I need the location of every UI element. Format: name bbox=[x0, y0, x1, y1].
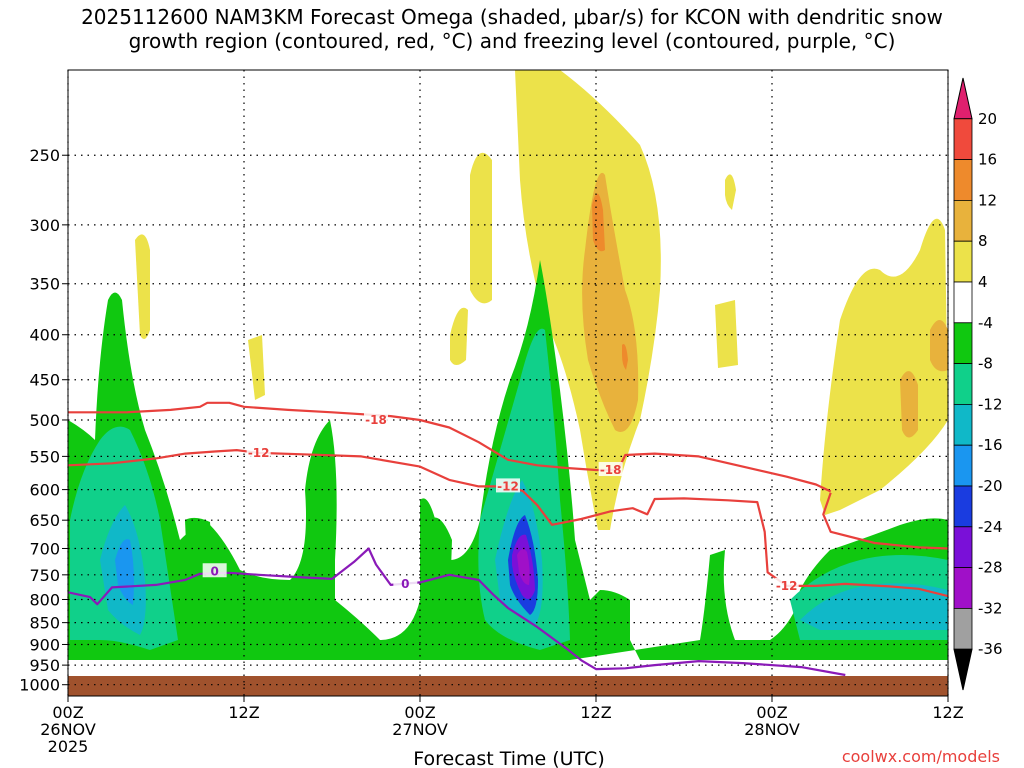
y-tick-label: 650 bbox=[29, 511, 60, 530]
y-tick-label: 250 bbox=[29, 146, 60, 165]
omega-positive-area bbox=[470, 152, 492, 304]
contour-line--18 bbox=[68, 401, 832, 493]
contour-line--12b bbox=[822, 492, 948, 550]
colorbar-label: -24 bbox=[978, 518, 1003, 536]
contour-label: -18 bbox=[600, 463, 622, 477]
chart-title-line-2: growth region (contoured, red, °C) and f… bbox=[128, 29, 896, 53]
colorbar-label: -12 bbox=[978, 395, 1003, 413]
y-tick-label: 900 bbox=[29, 635, 60, 654]
omega-positive-area bbox=[725, 174, 736, 210]
x-tick-label: 12Z bbox=[580, 703, 611, 722]
x-tick-label: 00Z bbox=[404, 703, 435, 722]
colorbar-label: -36 bbox=[978, 640, 1003, 658]
chart-title-line-1: 2025112600 NAM3KM Forecast Omega (shaded… bbox=[81, 5, 943, 29]
y-tick-label: 950 bbox=[29, 656, 60, 675]
y-tick-label: 450 bbox=[29, 371, 60, 390]
colorbar-label: -8 bbox=[978, 355, 993, 373]
y-tick-label: 300 bbox=[29, 216, 60, 235]
contour-label-bg bbox=[202, 563, 227, 578]
x-axis-label: Forecast Time (UTC) bbox=[413, 748, 604, 768]
colorbar-swatch bbox=[953, 444, 973, 487]
contour-label-bg bbox=[774, 577, 799, 592]
contour-label: 0 bbox=[401, 577, 409, 591]
omega-negative-area bbox=[115, 539, 134, 605]
contour-label-bg bbox=[364, 411, 388, 426]
y-tick-label: 600 bbox=[29, 481, 60, 500]
y-tick-label: 350 bbox=[29, 275, 60, 294]
colorbar-label: -16 bbox=[978, 436, 1003, 454]
contour-label-bg bbox=[496, 478, 520, 493]
contour-label: -18 bbox=[365, 413, 387, 427]
omega-positive-area bbox=[715, 300, 738, 368]
colorbar-swatch bbox=[953, 526, 973, 568]
y-tick-label: 500 bbox=[29, 411, 60, 430]
colorbar-swatch bbox=[953, 199, 973, 242]
credit-text: coolwx.com/models bbox=[842, 747, 1000, 766]
colorbar-swatch bbox=[953, 485, 973, 528]
contour-label: -12 bbox=[776, 579, 798, 593]
y-tick-label: 700 bbox=[29, 539, 60, 558]
contour-label-bg bbox=[393, 575, 418, 590]
omega-positive-area bbox=[900, 371, 918, 438]
y-tick-label: 750 bbox=[29, 566, 60, 585]
x-tick-label: 2025 bbox=[48, 737, 89, 756]
omega-positive-area bbox=[135, 234, 150, 339]
y-tick-label: 850 bbox=[29, 614, 60, 633]
omega-positive-area bbox=[248, 335, 265, 400]
x-tick-label: 00Z bbox=[52, 703, 83, 722]
colorbar-label: 20 bbox=[978, 110, 997, 128]
x-tick-label: 12Z bbox=[228, 703, 259, 722]
omega-positive-area bbox=[450, 307, 468, 365]
colorbar-swatch bbox=[953, 240, 973, 283]
omega-positive-area bbox=[622, 344, 628, 370]
x-tick-label: 26NOV bbox=[40, 720, 96, 739]
colorbar: 20 16 12 8 4 -4 -8 -12 -16 -20 -24 -28 -32 -36 bbox=[953, 77, 1003, 691]
contour-label: 0 bbox=[210, 564, 218, 578]
contour-label-bg bbox=[246, 444, 271, 459]
colorbar-swatch bbox=[953, 567, 973, 609]
omega-negative-area bbox=[185, 517, 215, 600]
colorbar-label: 12 bbox=[978, 191, 997, 209]
y-tick-label: 400 bbox=[29, 326, 60, 345]
colorbar-label: 8 bbox=[978, 232, 988, 250]
temperature-contours: -18 -18 -12 -12 -12 0 0 bbox=[68, 401, 948, 677]
colorbar-label: 4 bbox=[978, 273, 988, 291]
omega-positive-area bbox=[930, 320, 948, 372]
colorbar-label: 16 bbox=[978, 151, 997, 169]
omega-negative-area bbox=[800, 583, 948, 630]
x-tick-label: 00Z bbox=[756, 703, 787, 722]
colorbar-swatch bbox=[953, 608, 973, 650]
colorbar-swatch bbox=[953, 322, 973, 364]
omega-negative-area bbox=[517, 549, 530, 585]
ground-surface bbox=[68, 676, 948, 696]
contour-label-bg bbox=[598, 462, 623, 477]
colorbar-swatch bbox=[953, 363, 973, 405]
colorbar-swatch bbox=[953, 403, 973, 446]
colorbar-label: -32 bbox=[978, 599, 1003, 617]
x-tick-label: 12Z bbox=[932, 703, 963, 722]
x-tick-label: 27NOV bbox=[392, 720, 448, 739]
y-axis-ticks: 250 300 350 400 450 500 550 600 650 700 750 800 850 9… bbox=[19, 146, 68, 695]
contour-label: -12 bbox=[497, 479, 519, 493]
colorbar-label: -4 bbox=[978, 314, 993, 332]
colorbar-label: -20 bbox=[978, 477, 1003, 495]
colorbar-cap-top bbox=[953, 77, 973, 120]
y-tick-label: 1000 bbox=[19, 676, 60, 695]
colorbar-swatch bbox=[953, 281, 973, 324]
colorbar-swatch bbox=[953, 159, 973, 201]
y-tick-label: 550 bbox=[29, 447, 60, 466]
y-tick-label: 800 bbox=[29, 590, 60, 609]
colorbar-swatch bbox=[953, 118, 973, 161]
omega-positive-area bbox=[592, 193, 605, 252]
omega-positive-area bbox=[820, 218, 948, 515]
plot-border bbox=[67, 69, 949, 697]
colorbar-cap-bottom bbox=[953, 648, 973, 691]
contour-label: -12 bbox=[248, 446, 270, 460]
colorbar-label: -28 bbox=[978, 559, 1003, 577]
x-tick-label: 28NOV bbox=[744, 720, 800, 739]
